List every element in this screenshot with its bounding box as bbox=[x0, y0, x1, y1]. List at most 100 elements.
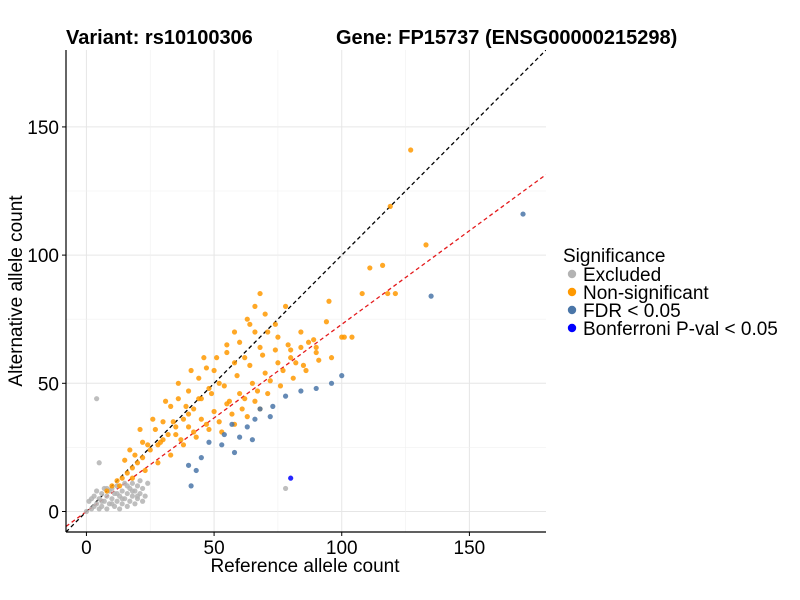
legend-label-bonferroni-p-val-0-05: Bonferroni P-val < 0.05 bbox=[583, 319, 778, 340]
y-tick-label: 0 bbox=[48, 502, 59, 523]
x-axis-label: Reference allele count bbox=[210, 556, 400, 577]
point-excluded bbox=[139, 498, 146, 504]
point-non-significant bbox=[316, 357, 322, 363]
point-non-significant bbox=[387, 203, 393, 209]
point-non-significant bbox=[162, 398, 169, 404]
point-non-significant bbox=[239, 406, 245, 412]
point-fdr-0-05 bbox=[298, 388, 304, 394]
point-non-significant bbox=[122, 457, 128, 463]
point-non-significant bbox=[328, 355, 335, 361]
point-non-significant bbox=[119, 475, 125, 481]
point-non-significant bbox=[244, 316, 250, 322]
point-non-significant bbox=[134, 460, 141, 466]
point-non-significant bbox=[180, 442, 187, 448]
point-excluded bbox=[139, 485, 146, 492]
point-excluded bbox=[134, 493, 141, 499]
point-non-significant bbox=[252, 398, 258, 404]
point-fdr-0-05 bbox=[193, 467, 199, 474]
point-excluded bbox=[94, 501, 100, 507]
point-non-significant bbox=[229, 411, 235, 417]
point-non-significant bbox=[423, 242, 429, 248]
reference-lines bbox=[66, 50, 546, 532]
point-non-significant bbox=[242, 355, 248, 361]
point-non-significant bbox=[254, 388, 261, 394]
point-non-significant bbox=[275, 334, 281, 340]
y-tick-label: 100 bbox=[27, 246, 59, 267]
point-non-significant bbox=[257, 290, 263, 297]
point-non-significant bbox=[313, 349, 319, 356]
point-non-significant bbox=[252, 303, 258, 309]
point-excluded bbox=[104, 506, 110, 512]
point-excluded bbox=[282, 485, 289, 492]
point-non-significant bbox=[242, 396, 248, 402]
point-non-significant bbox=[272, 347, 278, 353]
point-non-significant bbox=[298, 329, 304, 335]
point-excluded bbox=[134, 483, 141, 489]
point-non-significant bbox=[206, 385, 212, 392]
point-excluded bbox=[132, 501, 138, 507]
point-excluded bbox=[104, 493, 110, 499]
point-non-significant bbox=[117, 483, 123, 489]
point-non-significant bbox=[311, 337, 317, 343]
point-non-significant bbox=[247, 362, 253, 368]
point-non-significant bbox=[175, 380, 181, 386]
point-non-significant bbox=[341, 334, 347, 340]
legend-key-fdr-0-05 bbox=[567, 305, 577, 315]
point-non-significant bbox=[305, 339, 312, 345]
point-non-significant bbox=[104, 488, 110, 494]
point-non-significant bbox=[168, 452, 174, 458]
point-non-significant bbox=[257, 344, 263, 351]
point-non-significant bbox=[323, 319, 330, 325]
point-non-significant bbox=[132, 452, 138, 458]
point-excluded bbox=[114, 498, 120, 504]
point-fdr-0-05 bbox=[229, 421, 235, 427]
point-non-significant bbox=[244, 414, 250, 420]
point-excluded bbox=[129, 480, 135, 486]
point-non-significant bbox=[216, 419, 222, 425]
point-non-significant bbox=[185, 411, 192, 417]
point-non-significant bbox=[208, 390, 215, 397]
point-excluded bbox=[99, 503, 105, 509]
point-non-significant bbox=[165, 431, 171, 438]
point-non-significant bbox=[155, 460, 161, 466]
point-non-significant bbox=[224, 349, 230, 356]
point-non-significant bbox=[139, 439, 146, 445]
point-fdr-0-05 bbox=[219, 442, 225, 448]
point-non-significant bbox=[288, 355, 294, 361]
point-excluded bbox=[91, 493, 97, 499]
point-non-significant bbox=[185, 388, 192, 394]
legend-title: Significance bbox=[563, 246, 665, 267]
point-non-significant bbox=[265, 390, 271, 397]
point-excluded bbox=[129, 488, 135, 494]
point-fdr-0-05 bbox=[249, 437, 255, 443]
point-non-significant bbox=[265, 329, 271, 335]
legend-key-excluded bbox=[567, 269, 577, 279]
point-non-significant bbox=[170, 419, 176, 425]
point-non-significant bbox=[109, 483, 115, 489]
point-non-significant bbox=[247, 321, 253, 327]
point-non-significant bbox=[285, 342, 291, 348]
legend-label-excluded: Excluded bbox=[583, 265, 661, 286]
point-non-significant bbox=[196, 396, 202, 402]
point-non-significant bbox=[124, 470, 130, 476]
point-non-significant bbox=[129, 465, 135, 471]
point-excluded bbox=[114, 490, 120, 497]
point-non-significant bbox=[198, 416, 204, 422]
reference-line-fit bbox=[66, 174, 546, 527]
point-fdr-0-05 bbox=[313, 385, 319, 392]
x-tick-label: 100 bbox=[326, 538, 358, 559]
point-non-significant bbox=[185, 424, 192, 430]
point-excluded bbox=[119, 501, 125, 507]
point-non-significant bbox=[326, 298, 332, 304]
point-non-significant bbox=[139, 455, 146, 461]
point-non-significant bbox=[237, 339, 243, 345]
point-excluded bbox=[94, 396, 100, 402]
point-non-significant bbox=[183, 403, 189, 409]
point-non-significant bbox=[272, 321, 278, 327]
point-non-significant bbox=[392, 290, 398, 297]
y-tick-label: 150 bbox=[27, 118, 59, 139]
legend-label-non-significant: Non-significant bbox=[583, 283, 709, 304]
point-non-significant bbox=[275, 360, 281, 366]
point-non-significant bbox=[313, 344, 319, 351]
